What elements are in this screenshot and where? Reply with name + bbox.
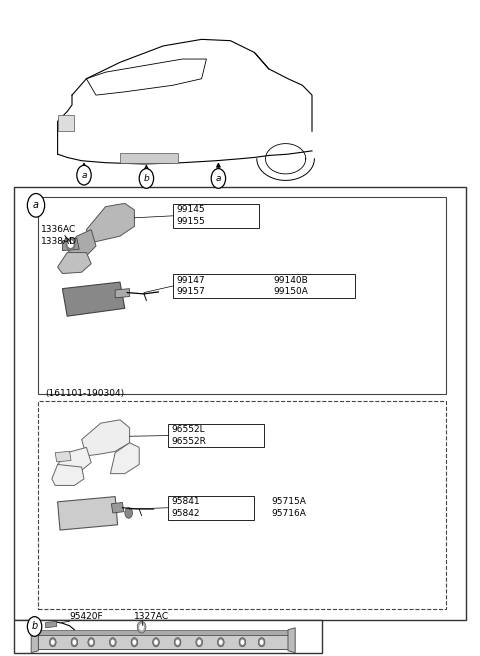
Polygon shape (58, 253, 91, 274)
Polygon shape (86, 203, 134, 243)
Circle shape (137, 621, 146, 633)
Text: b: b (31, 621, 38, 632)
Text: 96552L
96552R: 96552L 96552R (172, 425, 207, 446)
Polygon shape (58, 497, 118, 530)
Circle shape (72, 640, 76, 645)
Circle shape (258, 638, 265, 647)
Circle shape (27, 617, 42, 636)
Text: a: a (216, 174, 221, 183)
Circle shape (217, 638, 224, 647)
Polygon shape (46, 621, 57, 628)
Polygon shape (55, 451, 71, 462)
Text: b: b (144, 174, 149, 183)
Bar (14, 620, 322, 653)
Circle shape (153, 638, 159, 647)
Circle shape (49, 638, 56, 647)
Bar (38, 635, 288, 649)
Polygon shape (62, 238, 79, 251)
Circle shape (219, 640, 223, 645)
Circle shape (111, 640, 115, 645)
Circle shape (125, 508, 132, 518)
Circle shape (154, 640, 158, 645)
Bar (14, 187, 466, 620)
Circle shape (240, 640, 244, 645)
Circle shape (77, 165, 91, 185)
Text: 95420F: 95420F (70, 612, 103, 621)
Circle shape (89, 640, 93, 645)
Text: (161101-190304): (161101-190304) (46, 389, 125, 398)
Bar (38, 630, 288, 635)
Circle shape (109, 638, 116, 647)
Circle shape (131, 638, 138, 647)
Circle shape (27, 194, 45, 217)
Circle shape (239, 638, 246, 647)
Circle shape (174, 638, 181, 647)
Circle shape (211, 169, 226, 188)
Bar (58, 115, 74, 131)
Circle shape (88, 638, 95, 647)
Polygon shape (111, 502, 124, 513)
Polygon shape (58, 447, 91, 471)
Text: 99145
99155: 99145 99155 (177, 205, 205, 226)
Bar (173, 204, 259, 228)
Polygon shape (52, 464, 84, 485)
Circle shape (66, 238, 75, 250)
Circle shape (51, 640, 55, 645)
Circle shape (176, 640, 180, 645)
Circle shape (197, 640, 201, 645)
Text: 1327AC: 1327AC (134, 612, 169, 621)
Polygon shape (67, 230, 96, 256)
Polygon shape (115, 289, 130, 298)
Text: 95715A
95716A: 95715A 95716A (271, 497, 306, 518)
Circle shape (71, 638, 78, 647)
Polygon shape (82, 420, 130, 456)
Text: 99147
99157: 99147 99157 (177, 276, 205, 297)
Bar (120, 153, 178, 163)
Circle shape (139, 624, 144, 630)
Bar (168, 496, 254, 520)
Text: 99140B
99150A: 99140B 99150A (274, 276, 309, 297)
Bar (38, 197, 446, 394)
Circle shape (196, 638, 203, 647)
Circle shape (68, 241, 73, 247)
Bar (38, 401, 446, 609)
Circle shape (139, 169, 154, 188)
Text: a: a (33, 200, 39, 211)
Polygon shape (288, 628, 295, 653)
Polygon shape (110, 443, 139, 474)
Text: a: a (81, 171, 87, 180)
Text: 1336AC
1338AD: 1336AC 1338AD (41, 225, 77, 246)
Bar (168, 424, 264, 447)
Bar (173, 274, 355, 298)
Circle shape (132, 640, 136, 645)
Circle shape (260, 640, 264, 645)
Text: 95841
95842: 95841 95842 (172, 497, 201, 518)
Polygon shape (62, 282, 125, 316)
Polygon shape (31, 628, 38, 653)
